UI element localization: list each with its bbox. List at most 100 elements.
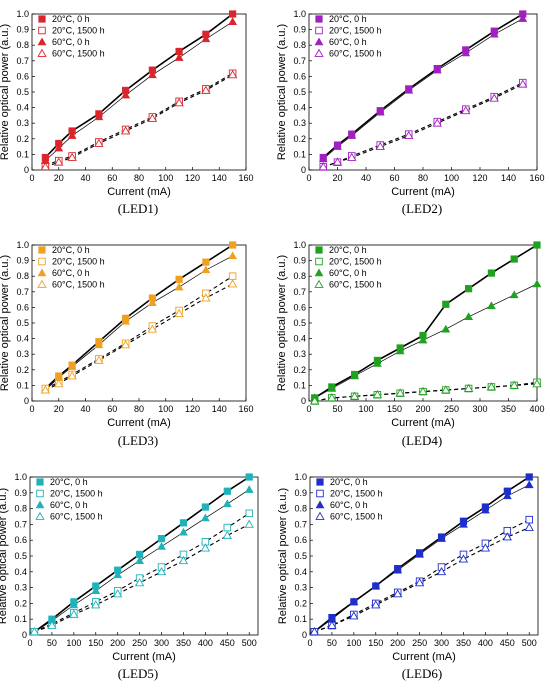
y-tick-label: 1.0 (16, 240, 29, 250)
x-tick-label: 50 (47, 638, 57, 648)
data-point (245, 509, 253, 518)
x-tick-label: 350 (501, 404, 516, 414)
data-point (47, 620, 57, 629)
legend-marker (315, 500, 325, 509)
series-line-2 (45, 72, 233, 166)
data-point (201, 503, 209, 511)
data-point (29, 627, 40, 636)
data-point (54, 379, 64, 388)
x-tick-label: 40 (80, 173, 90, 183)
legend-entry: 60°C, 1500 h (330, 512, 383, 522)
data-point (201, 265, 211, 274)
data-point (524, 480, 534, 489)
data-point (228, 17, 238, 26)
data-point (333, 142, 342, 150)
y-tick-label: 0.6 (16, 302, 29, 312)
y-tick-label: 0.2 (293, 365, 306, 375)
legend-entry: 20°C, 1500 h (329, 26, 382, 36)
x-tick-label: 450 (220, 638, 235, 648)
x-tick-label: 500 (242, 638, 257, 648)
data-point (463, 383, 474, 392)
y-tick-label: 0.4 (293, 103, 306, 113)
legend-marker (35, 511, 45, 520)
panel-caption: (LED6) (402, 666, 442, 681)
data-point (349, 391, 360, 400)
data-point (372, 389, 383, 399)
legend-marker (314, 37, 324, 46)
legend-entry: 60°C, 1500 h (329, 49, 382, 59)
legend: 20°C, 0 h 20°C, 1500 h60°C, 0 h 60°C, 1500… (315, 477, 383, 522)
data-point (147, 324, 158, 333)
data-point (222, 499, 232, 508)
y-tick-label: 0.2 (16, 134, 29, 144)
legend-marker (315, 15, 323, 23)
data-point (229, 10, 237, 18)
legend-marker (315, 26, 323, 35)
x-tick-label: 250 (444, 404, 459, 414)
data-point (201, 85, 211, 94)
y-tick-label: 0.3 (16, 118, 29, 128)
data-point (436, 566, 447, 576)
legend-entry: 20°C, 0 h (52, 245, 90, 255)
data-point (121, 90, 131, 99)
legend: 20°C, 0 h 20°C, 1500 h60°C, 0 h 60°C, 1500… (37, 14, 105, 59)
y-tick-label: 0.3 (293, 118, 306, 128)
data-point (480, 505, 490, 514)
y-tick-label: 0.3 (16, 349, 29, 359)
y-axis-label: Relative optical power (a.u.) (276, 24, 288, 160)
y-tick-label: 0 (24, 396, 29, 406)
data-point (120, 340, 131, 349)
x-tick-label: 200 (390, 638, 405, 648)
y-tick-label: 0.6 (14, 535, 27, 545)
y-tick-label: 0.9 (293, 25, 306, 35)
x-tick-label: 400 (529, 404, 544, 414)
data-point (67, 152, 77, 161)
y-tick-label: 0.7 (293, 287, 306, 297)
data-point (245, 473, 253, 481)
y-tick-label: 0.2 (14, 598, 27, 608)
y-tick-label: 0.6 (16, 71, 29, 81)
legend-marker (315, 257, 323, 266)
y-tick-label: 0.9 (16, 25, 29, 35)
x-tick-label: 200 (110, 638, 125, 648)
y-tick-label: 0.5 (14, 551, 27, 561)
y-tick-label: 0.8 (14, 504, 27, 514)
legend-marker (38, 15, 46, 23)
y-tick-label: 0.9 (293, 256, 306, 266)
data-point (480, 543, 491, 552)
legend-marker (314, 48, 324, 57)
data-point (147, 70, 157, 79)
y-axis-label: Relative optical power (a.u.) (277, 488, 289, 624)
data-point (393, 565, 403, 574)
series-line-2 (34, 512, 250, 633)
data-point (310, 396, 320, 405)
legend-entry: 20°C, 1500 h (50, 489, 103, 499)
x-tick-label: 20 (54, 173, 64, 183)
chart-panel-2: 0 20 40 60 80 100 120 140 160 0 0.1 0.2 0.3 0.4 0.5 0.6… (276, 9, 545, 216)
data-point (54, 157, 64, 166)
legend-entry: 60°C, 1500 h (52, 280, 105, 290)
y-tick-label: 0.1 (293, 149, 306, 159)
legend-marker (314, 279, 324, 288)
legend-marker (37, 279, 47, 288)
y-tick-label: 0.8 (293, 40, 306, 50)
data-point (227, 279, 238, 288)
legend-entry: 60°C, 1500 h (50, 512, 103, 522)
legend-marker (316, 489, 324, 498)
x-tick-label: 50 (332, 404, 342, 414)
x-tick-label: 140 (212, 173, 227, 183)
data-point (458, 554, 469, 563)
legend-entry: 60°C, 0 h (50, 500, 88, 510)
x-tick-label: 40 (361, 173, 371, 183)
legend-entry: 60°C, 0 h (52, 37, 90, 47)
data-point (179, 519, 188, 527)
y-tick-label: 0.5 (293, 87, 306, 97)
data-point (156, 566, 167, 576)
legend-entry: 20°C, 1500 h (52, 257, 105, 267)
chart-panel-1: 0 20 40 60 80 100 120 140 160 0 0.1 0.2 0.3 0.4 0.5 0.6… (0, 9, 254, 216)
y-tick-label: 1.0 (293, 240, 306, 250)
data-point (147, 113, 158, 122)
data-point (372, 359, 382, 367)
y-axis-label: Relative optical power (a.u.) (0, 255, 11, 391)
legend-entry: 20°C, 1500 h (52, 26, 105, 36)
